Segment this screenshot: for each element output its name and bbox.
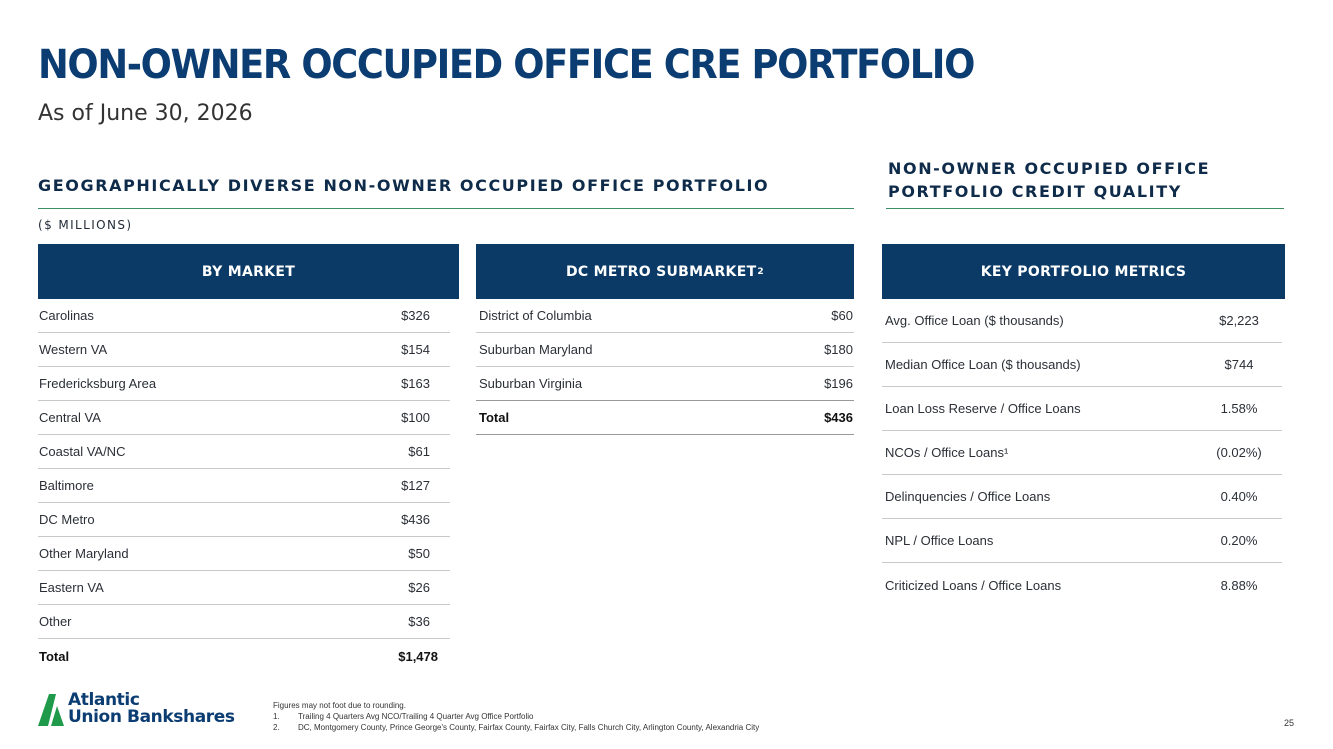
by-market-header: BY MARKET xyxy=(38,244,459,299)
row-label: Median Office Loan ($ thousands) xyxy=(885,357,1081,372)
row-label: Suburban Virginia xyxy=(479,376,583,391)
table-row: Delinquencies / Office Loans 0.40% xyxy=(882,475,1282,519)
table-row: Other $36 xyxy=(38,605,450,639)
left-section-heading: GEOGRAPHICALLY DIVERSE NON-OWNER OCCUPIE… xyxy=(38,176,770,195)
total-row: Total $1,478 xyxy=(38,639,450,673)
row-label: Western VA xyxy=(39,342,108,357)
table-row: Median Office Loan ($ thousands) $744 xyxy=(882,343,1282,387)
row-label: Fredericksburg Area xyxy=(39,376,157,391)
row-value: $61 xyxy=(408,444,430,459)
row-value: $436 xyxy=(401,512,430,527)
page-title: NON-OWNER OCCUPIED OFFICE CRE PORTFOLIO xyxy=(38,42,975,88)
table-row: Fredericksburg Area $163 xyxy=(38,367,450,401)
row-value: $100 xyxy=(401,410,430,425)
page-subtitle: As of June 30, 2026 xyxy=(38,101,253,126)
row-label: Eastern VA xyxy=(39,580,104,595)
left-section-rule xyxy=(38,208,854,209)
row-label: Avg. Office Loan ($ thousands) xyxy=(885,313,1064,328)
row-value: 8.88% xyxy=(1220,577,1258,593)
row-label: Other xyxy=(39,614,72,629)
row-value: $127 xyxy=(401,478,430,493)
row-value: $50 xyxy=(408,546,430,561)
footnote-num: 2. xyxy=(273,723,280,732)
units-label: ($ MILLIONS) xyxy=(38,218,133,232)
key-metrics-table: KEY PORTFOLIO METRICS Avg. Office Loan (… xyxy=(882,244,1285,607)
table-row: Suburban Virginia $196 xyxy=(476,367,854,401)
row-label: Criticized Loans / Office Loans xyxy=(885,577,1062,593)
table-row: Avg. Office Loan ($ thousands) $2,223 xyxy=(882,299,1282,343)
table-row: DC Metro $436 xyxy=(38,503,450,537)
right-section-heading: NON-OWNER OCCUPIED OFFICE PORTFOLIO CRED… xyxy=(888,157,1210,203)
row-label: Baltimore xyxy=(39,478,94,493)
footnote-ref: 2 xyxy=(757,266,764,277)
total-value: $1,478 xyxy=(398,648,438,664)
footnote-num: 1. xyxy=(273,712,280,721)
table-row: Central VA $100 xyxy=(38,401,450,435)
table-row: NPL / Office Loans 0.20% xyxy=(882,519,1282,563)
row-label: Suburban Maryland xyxy=(479,342,593,357)
row-label: Central VA xyxy=(39,410,101,425)
row-value: $196 xyxy=(824,376,853,391)
dc-metro-table: DC METRO SUBMARKET 2 District of Columbia… xyxy=(476,244,854,435)
dc-metro-header: DC METRO SUBMARKET 2 xyxy=(476,244,854,299)
footnote-text: Trailing 4 Quarters Avg NCO/Trailing 4 Q… xyxy=(298,712,534,721)
footnote-item: 2. DC, Montgomery County, Prince George's… xyxy=(273,722,759,733)
row-label: Coastal VA/NC xyxy=(39,444,126,459)
row-value: (0.02%) xyxy=(1216,445,1262,460)
row-label: Delinquencies / Office Loans xyxy=(885,489,1051,504)
row-label: NCOs / Office Loans¹ xyxy=(885,445,1009,460)
table-row: Suburban Maryland $180 xyxy=(476,333,854,367)
row-value: $36 xyxy=(408,614,430,629)
row-value: $326 xyxy=(401,308,430,323)
row-value: 0.20% xyxy=(1220,533,1258,548)
row-label: Loan Loss Reserve / Office Loans xyxy=(885,401,1081,416)
right-section-rule xyxy=(886,208,1284,209)
row-value: 0.40% xyxy=(1220,489,1258,504)
row-value: $2,223 xyxy=(1219,313,1259,328)
total-label: Total xyxy=(39,648,70,664)
footnote-item: 1. Trailing 4 Quarters Avg NCO/Trailing 4… xyxy=(273,711,759,722)
table-row: Carolinas $326 xyxy=(38,299,450,333)
footnotes: Figures may not foot due to rounding. 1.… xyxy=(273,700,759,733)
row-value: $163 xyxy=(401,376,430,391)
table-row: Loan Loss Reserve / Office Loans 1.58% xyxy=(882,387,1282,431)
footnote-text: DC, Montgomery County, Prince George's C… xyxy=(298,723,760,732)
key-metrics-header: KEY PORTFOLIO METRICS xyxy=(882,244,1285,299)
company-logo: Atlantic Union Bankshares xyxy=(38,692,235,726)
total-label: Total xyxy=(479,410,510,425)
footnote-intro: Figures may not foot due to rounding. xyxy=(273,701,406,710)
row-value: $180 xyxy=(824,342,853,357)
total-value: $436 xyxy=(824,410,853,425)
table-row: Other Maryland $50 xyxy=(38,537,450,571)
table-row: Baltimore $127 xyxy=(38,469,450,503)
dc-metro-header-label: DC METRO SUBMARKET xyxy=(566,263,757,280)
row-value: $744 xyxy=(1224,357,1254,372)
table-row: District of Columbia $60 xyxy=(476,299,854,333)
row-value: $154 xyxy=(401,342,430,357)
logo-line1: Atlantic xyxy=(68,690,140,710)
row-value: 1.58% xyxy=(1220,401,1258,416)
row-value: $60 xyxy=(831,308,853,323)
table-row: Eastern VA $26 xyxy=(38,571,450,605)
row-label: Other Maryland xyxy=(39,546,129,561)
row-label: District of Columbia xyxy=(479,308,592,323)
triangle-a-icon xyxy=(38,694,64,726)
total-row: Total $436 xyxy=(476,401,854,435)
page-number: 25 xyxy=(1283,718,1294,728)
right-heading-line1: NON-OWNER OCCUPIED OFFICE xyxy=(888,159,1211,178)
right-heading-line2: PORTFOLIO CREDIT QUALITY xyxy=(888,182,1182,201)
row-value: $26 xyxy=(408,580,430,595)
row-label: DC Metro xyxy=(39,512,95,527)
table-row: Criticized Loans / Office Loans 8.88% xyxy=(882,563,1282,607)
table-row: Coastal VA/NC $61 xyxy=(38,435,450,469)
by-market-table: BY MARKET Carolinas $326 Western VA $154 F… xyxy=(38,244,459,673)
logo-line2: Union Bankshares xyxy=(68,707,235,727)
table-row: NCOs / Office Loans¹ (0.02%) xyxy=(882,431,1282,475)
table-row: Western VA $154 xyxy=(38,333,450,367)
row-label: Carolinas xyxy=(39,308,94,323)
row-label: NPL / Office Loans xyxy=(885,533,994,548)
